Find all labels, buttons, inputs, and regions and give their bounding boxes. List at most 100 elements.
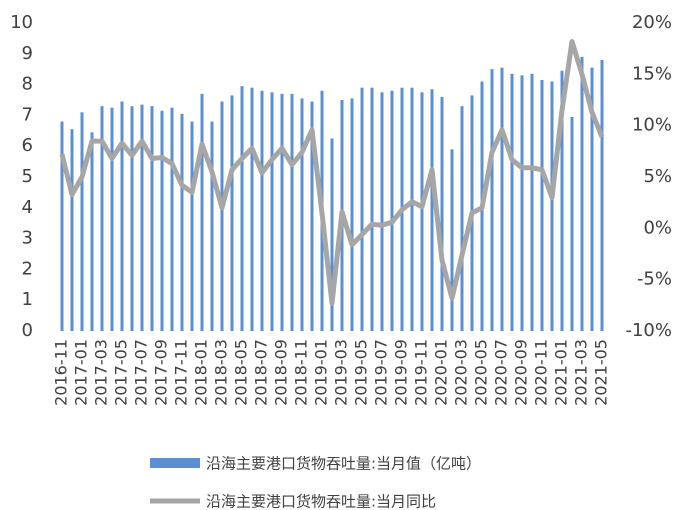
bar <box>260 90 264 331</box>
legend-label: 沿海主要港口货物吞吐量:当月同比 <box>206 493 436 510</box>
bar <box>280 93 284 331</box>
x-tick-label: 2019-05 <box>352 339 371 406</box>
legend-swatch <box>150 458 200 468</box>
y-tick-label: 2 <box>22 258 33 279</box>
y2-tick-label: 0% <box>643 217 672 238</box>
bar <box>570 116 574 331</box>
y-tick-label: 8 <box>22 74 33 95</box>
y2-tick-label: 5% <box>643 166 672 187</box>
x-tick-label: 2020-05 <box>472 339 491 406</box>
x-tick-label: 2018-09 <box>272 339 291 406</box>
bar <box>360 87 364 332</box>
x-tick-label: 2019-09 <box>392 339 411 406</box>
x-tick-label: 2018-05 <box>232 339 251 406</box>
bar <box>440 96 444 331</box>
x-tick-label: 2020-03 <box>452 339 471 406</box>
x-tick-label: 2019-07 <box>372 339 391 406</box>
x-tick-label: 2019-11 <box>412 339 431 406</box>
bar <box>350 98 354 332</box>
y-tick-label: 6 <box>22 135 33 156</box>
bar <box>130 106 134 331</box>
bar <box>220 101 224 331</box>
x-tick-label: 2021-05 <box>592 339 611 406</box>
x-tick-label: 2019-01 <box>312 339 331 406</box>
y-tick-label: 7 <box>22 104 33 125</box>
y2-tick-label: 10% <box>632 115 672 136</box>
bar <box>70 129 74 331</box>
bar <box>190 121 194 331</box>
bar <box>420 92 424 331</box>
bar <box>510 73 514 331</box>
y-tick-label: 9 <box>22 43 33 64</box>
bar <box>590 67 594 331</box>
bar <box>200 93 204 331</box>
x-tick-label: 2017-01 <box>72 339 91 406</box>
bar <box>490 69 494 331</box>
bar <box>460 106 464 331</box>
bar <box>120 101 124 331</box>
bar <box>380 92 384 331</box>
bar <box>500 67 504 331</box>
x-tick-label: 2021-03 <box>572 339 591 406</box>
x-tick-label: 2017-09 <box>152 339 171 406</box>
y2-tick-label: -5% <box>637 269 672 290</box>
x-tick-label: 2020-09 <box>512 339 531 406</box>
x-tick-label: 2017-11 <box>172 339 191 406</box>
bar <box>110 107 114 331</box>
y-tick-label: 1 <box>22 289 33 310</box>
x-tick-label: 2017-05 <box>112 339 131 406</box>
bar <box>250 87 254 332</box>
y-tick-label: 0 <box>22 320 33 341</box>
bar <box>520 75 524 331</box>
bar <box>430 89 434 331</box>
x-tick-label: 2018-01 <box>192 339 211 406</box>
x-tick-label: 2018-07 <box>252 339 271 406</box>
bar <box>390 90 394 331</box>
x-tick-label: 2017-03 <box>92 339 111 406</box>
x-tick-label: 2017-07 <box>132 339 151 406</box>
y-tick-label: 4 <box>22 197 33 218</box>
bar <box>80 112 84 331</box>
y-tick-label: 3 <box>22 228 33 249</box>
bar <box>100 106 104 331</box>
bar <box>290 93 294 331</box>
x-tick-label: 2020-11 <box>532 339 551 406</box>
bar <box>180 113 184 331</box>
bar <box>550 81 554 332</box>
x-tick-label: 2016-11 <box>52 339 71 406</box>
x-tick-label: 2019-03 <box>332 339 351 406</box>
bar <box>170 107 174 331</box>
y-tick-label: 10 <box>10 12 33 33</box>
bar <box>450 149 454 331</box>
x-tick-label: 2020-07 <box>492 339 511 406</box>
bar <box>210 121 214 331</box>
bar <box>160 110 164 331</box>
bar <box>580 56 584 331</box>
bar <box>230 95 234 331</box>
bar <box>330 138 334 331</box>
bar <box>140 104 144 332</box>
x-tick-label: 2018-03 <box>212 339 231 406</box>
bar <box>240 86 244 331</box>
bar <box>560 70 564 332</box>
y-tick-label: 5 <box>22 166 33 187</box>
bar <box>600 59 604 332</box>
bar <box>90 132 94 331</box>
bar <box>410 87 414 332</box>
bar <box>150 106 154 331</box>
x-tick-label: 2018-11 <box>292 339 311 406</box>
bar <box>60 121 64 331</box>
y2-tick-label: -10% <box>625 320 672 341</box>
y2-tick-label: 15% <box>632 63 672 84</box>
bar <box>370 87 374 332</box>
bar <box>300 98 304 332</box>
line <box>59 38 605 306</box>
x-tick-label: 2021-01 <box>552 339 571 406</box>
bar <box>270 92 274 331</box>
bar <box>530 73 534 331</box>
y2-tick-label: 20% <box>632 12 672 33</box>
bar <box>540 79 544 331</box>
x-tick-label: 2020-01 <box>432 339 451 406</box>
legend-label: 沿海主要港口货物吞吐量:当月值（亿吨） <box>206 455 481 473</box>
